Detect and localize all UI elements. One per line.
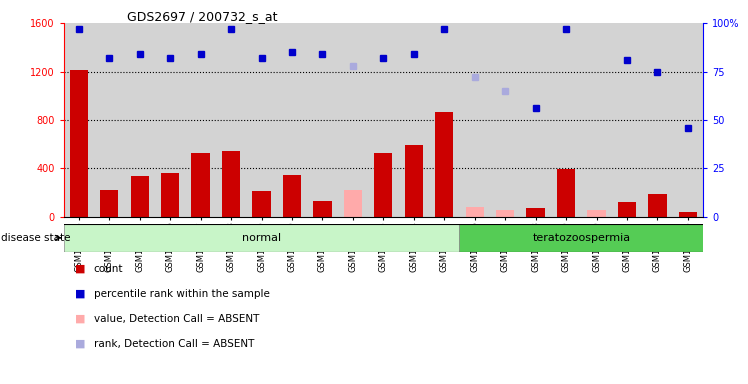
Text: rank, Detection Call = ABSENT: rank, Detection Call = ABSENT <box>94 339 254 349</box>
Bar <box>435 111 453 217</box>
Text: disease state: disease state <box>1 233 70 243</box>
Text: teratozoospermia: teratozoospermia <box>533 233 631 243</box>
Bar <box>527 209 545 217</box>
Bar <box>64 224 459 252</box>
Text: count: count <box>94 264 123 274</box>
Bar <box>252 191 271 217</box>
Bar <box>222 151 240 217</box>
Bar <box>496 210 515 217</box>
Bar <box>557 169 575 217</box>
Bar <box>618 202 636 217</box>
Bar <box>131 176 149 217</box>
Text: ■: ■ <box>75 339 85 349</box>
Bar <box>405 146 423 217</box>
Bar <box>344 190 362 217</box>
Bar <box>161 173 180 217</box>
Bar <box>191 153 209 217</box>
Text: ■: ■ <box>75 289 85 299</box>
Text: normal: normal <box>242 233 281 243</box>
Bar <box>649 194 666 217</box>
Bar <box>459 224 703 252</box>
Text: percentile rank within the sample: percentile rank within the sample <box>94 289 269 299</box>
Bar <box>678 212 697 217</box>
Text: ■: ■ <box>75 314 85 324</box>
Bar <box>283 175 301 217</box>
Bar <box>70 70 88 217</box>
Text: value, Detection Call = ABSENT: value, Detection Call = ABSENT <box>94 314 259 324</box>
Bar <box>587 210 606 217</box>
Text: GDS2697 / 200732_s_at: GDS2697 / 200732_s_at <box>127 10 278 23</box>
Bar <box>465 207 484 217</box>
Text: ■: ■ <box>75 264 85 274</box>
Bar <box>100 190 118 217</box>
Bar <box>374 153 393 217</box>
Bar <box>313 201 331 217</box>
